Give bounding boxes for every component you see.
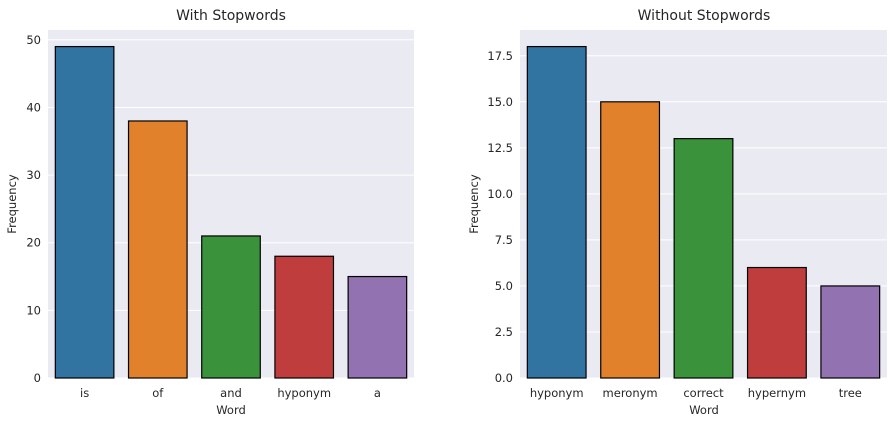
x-tick-label: tree [839, 386, 862, 400]
x-axis-label: Word [216, 403, 246, 417]
bar-meronym [600, 101, 661, 379]
x-tick-label: correct [683, 386, 724, 400]
bar-hypernym [746, 266, 807, 379]
x-tick-label: a [374, 386, 381, 400]
x-tick-label: hyponym [530, 386, 584, 400]
x-axis-label: Word [689, 403, 719, 417]
bar-is [54, 45, 115, 379]
y-tick-label: 15.0 [487, 95, 513, 109]
x-tick-label: meronym [603, 386, 658, 400]
y-axis-label: Frequency [467, 174, 481, 234]
y-tick-label: 10.0 [487, 187, 513, 201]
bar-a [347, 275, 408, 379]
chart-panel-1: 0 10 20 30 40 50 is of and hyponym a With Stopwords… [5, 8, 414, 417]
x-tick-label: of [152, 386, 164, 400]
bar-and [201, 235, 261, 379]
y-tick-label: 40 [26, 100, 41, 114]
chart-panel-2: 0.0 2.5 5.0 7.5 10.0 12.5 15.0 17.5 hyponym meron… [467, 8, 887, 417]
y-tick-label: 20 [26, 236, 41, 250]
bar-hyponym [274, 255, 335, 379]
y-tick-label: 5.0 [495, 279, 513, 293]
x-tick-label: hypernym [748, 386, 806, 400]
chart-title: With Stopwords [176, 8, 286, 24]
chart-title: Without Stopwords [638, 8, 771, 24]
bar-correct [673, 138, 734, 379]
y-tick-label: 7.5 [495, 233, 513, 247]
y-tick-label: 0.0 [495, 371, 513, 385]
x-tick-label: and [220, 386, 242, 400]
bar-of [127, 120, 188, 379]
y-tick-label: 50 [26, 33, 41, 47]
x-tick-label: is [80, 386, 89, 400]
y-tick-label: 17.5 [487, 49, 513, 63]
bar-tree [820, 285, 881, 379]
x-tick-label: hyponym [277, 386, 331, 400]
bar-hyponym [526, 45, 587, 379]
y-axis-label: Frequency [5, 174, 19, 234]
y-tick-label: 2.5 [495, 325, 513, 339]
y-tick-label: 0 [34, 371, 41, 385]
y-tick-label: 30 [26, 168, 41, 182]
y-tick-label: 12.5 [487, 141, 513, 155]
y-tick-label: 10 [26, 303, 41, 317]
